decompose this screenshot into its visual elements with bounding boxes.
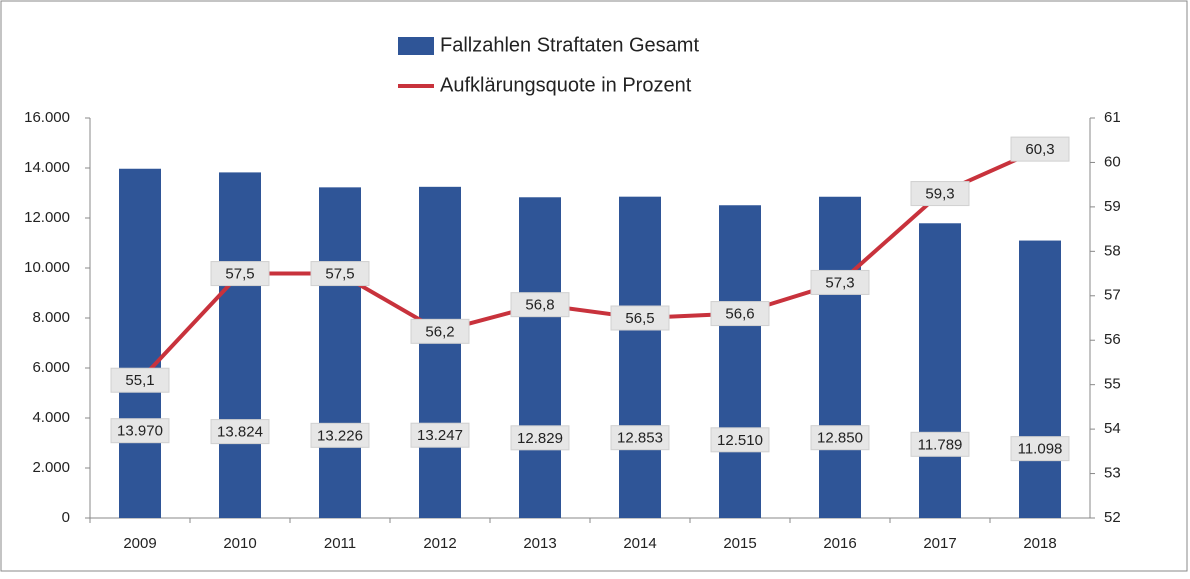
x-tick-label: 2014	[623, 535, 656, 552]
bar	[919, 223, 961, 518]
data-label-bg	[1010, 436, 1070, 462]
y-tick-label: 14.000	[24, 159, 70, 176]
data-label-bg	[510, 425, 570, 451]
data-label: 57,5	[325, 266, 354, 283]
y-tick-label: 6.000	[32, 359, 70, 376]
data-label: 13.824	[217, 424, 263, 441]
x-tick-label: 2015	[723, 535, 756, 552]
x-tick-label: 2017	[923, 535, 956, 552]
bar	[519, 197, 561, 518]
data-label-bg	[510, 292, 570, 318]
data-label: 12.853	[617, 430, 663, 447]
bar	[419, 186, 461, 518]
y2-tick-label: 58	[1104, 242, 1121, 259]
data-label: 11.789	[918, 436, 963, 453]
data-label-bg	[210, 419, 270, 445]
data-label-bg	[210, 261, 270, 287]
legend-swatch	[398, 37, 434, 55]
data-label-bg	[310, 422, 370, 448]
bar	[219, 172, 261, 518]
bar	[819, 196, 861, 518]
data-label: 12.829	[517, 430, 563, 447]
data-label: 11.098	[1018, 441, 1063, 458]
data-label: 55,1	[125, 372, 154, 389]
data-label: 13.970	[117, 423, 163, 440]
y2-tick-label: 60	[1104, 153, 1121, 170]
data-label: 13.226	[317, 427, 363, 444]
y2-tick-label: 53	[1104, 465, 1121, 482]
x-tick-label: 2010	[223, 535, 256, 552]
data-label-bg	[710, 301, 770, 327]
data-label: 60,3	[1025, 141, 1054, 158]
x-tick-label: 2012	[423, 535, 456, 552]
data-label-bg	[1010, 136, 1070, 162]
y2-tick-label: 57	[1104, 287, 1121, 304]
y-tick-label: 8.000	[32, 309, 70, 326]
data-label-bg	[610, 305, 670, 331]
y2-tick-label: 61	[1104, 109, 1121, 126]
legend-label: Aufklärungsquote in Prozent	[440, 74, 692, 96]
y-tick-label: 16.000	[24, 109, 70, 126]
y2-tick-label: 59	[1104, 198, 1121, 215]
data-label: 56,6	[725, 306, 754, 323]
data-label: 57,3	[825, 274, 854, 291]
y-tick-label: 4.000	[32, 409, 70, 426]
data-label: 59,3	[925, 186, 954, 203]
data-label-bg	[110, 367, 170, 393]
data-label: 12.510	[717, 432, 763, 449]
x-tick-label: 2018	[1023, 535, 1056, 552]
data-label-bg	[610, 425, 670, 451]
bar	[119, 168, 161, 518]
x-tick-label: 2011	[324, 535, 356, 552]
y2-tick-label: 55	[1104, 376, 1121, 393]
bar	[319, 187, 361, 518]
y-tick-label: 12.000	[24, 209, 70, 226]
bar	[719, 205, 761, 518]
data-label: 56,5	[625, 310, 654, 327]
line	[138, 147, 1041, 382]
data-label-bg	[310, 261, 370, 287]
bar	[619, 196, 661, 519]
data-label-bg	[410, 318, 470, 344]
data-label: 57,5	[225, 266, 254, 283]
x-tick-label: 2013	[523, 535, 556, 552]
data-label-bg	[810, 425, 870, 451]
data-label-bg	[710, 427, 770, 453]
y-tick-label: 2.000	[32, 459, 70, 476]
data-label-bg	[110, 418, 170, 444]
legend-label: Fallzahlen Straftaten Gesamt	[440, 34, 699, 56]
data-label-bg	[810, 269, 870, 295]
y2-tick-label: 54	[1104, 420, 1121, 437]
data-label-bg	[910, 181, 970, 207]
bar	[1019, 240, 1061, 519]
data-label: 56,2	[425, 323, 454, 340]
data-label-bg	[410, 422, 470, 448]
y2-tick-label: 56	[1104, 331, 1121, 348]
y2-tick-label: 52	[1104, 509, 1121, 526]
y-tick-label: 0	[62, 509, 70, 526]
data-label-bg	[910, 431, 970, 457]
y-tick-label: 10.000	[24, 259, 70, 276]
data-label: 13.247	[417, 427, 463, 444]
x-tick-label: 2016	[823, 535, 856, 552]
data-label: 12.850	[817, 430, 863, 447]
data-label: 56,8	[525, 297, 554, 314]
x-tick-label: 2009	[123, 535, 156, 552]
